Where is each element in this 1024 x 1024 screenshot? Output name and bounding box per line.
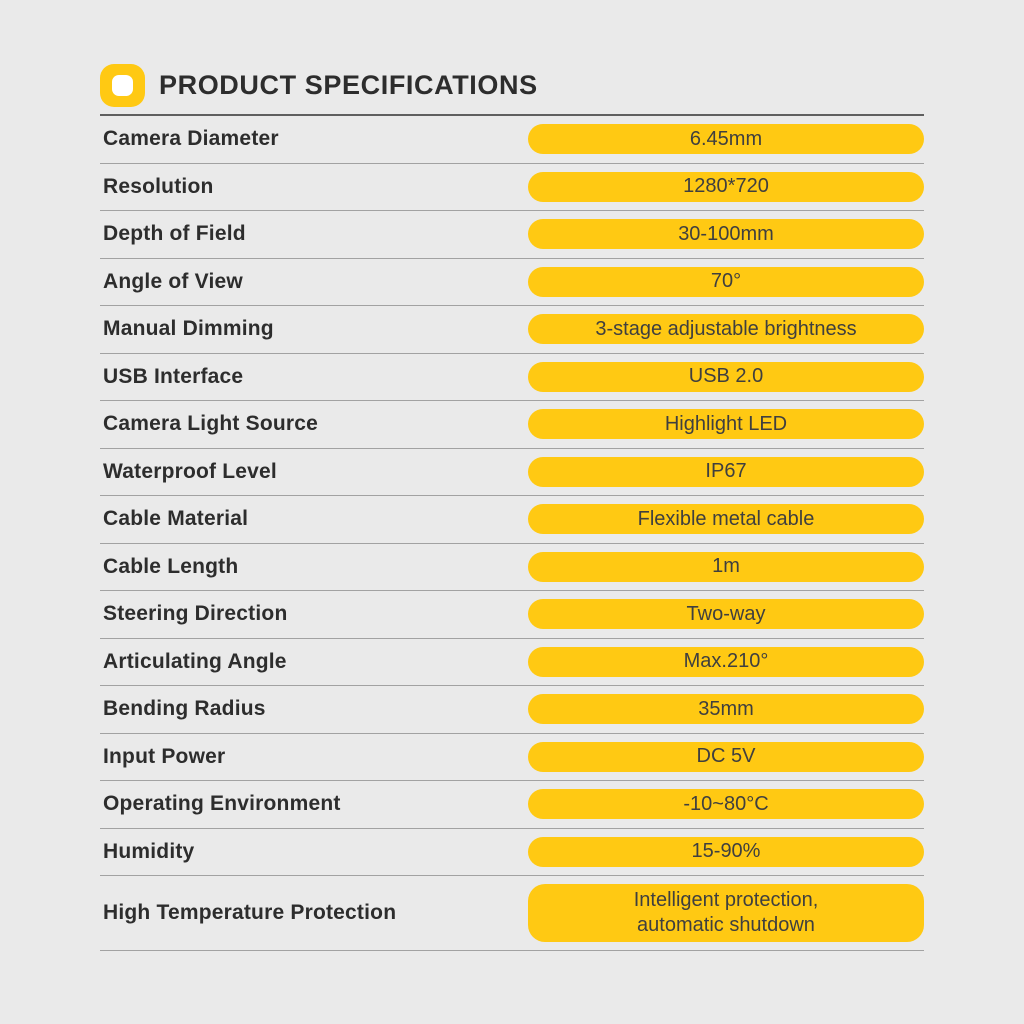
spec-value: 1m (712, 555, 740, 578)
table-row: Bending Radius 35mm (100, 686, 924, 734)
table-row: Articulating Angle Max.210° (100, 639, 924, 686)
spec-value-pill: 6.45mm (528, 124, 924, 155)
spec-label: Waterproof Level (103, 459, 277, 483)
spec-label: Input Power (103, 744, 226, 768)
table-row: Cable Material Flexible metal cable (100, 496, 924, 544)
spec-value-pill: 3-stage adjustable brightness (528, 314, 924, 345)
table-row: Waterproof Level IP67 (100, 449, 924, 496)
spec-label: Camera Diameter (103, 127, 279, 151)
spec-label: Resolution (103, 174, 214, 198)
spec-label: Depth of Field (103, 222, 246, 246)
spec-value-pill: USB 2.0 (528, 361, 924, 392)
spec-label: Humidity (103, 839, 195, 863)
spec-value-pill: Highlight LED (528, 409, 924, 440)
table-row: Resolution 1280*720 (100, 164, 924, 211)
page-title: PRODUCT SPECIFICATIONS (159, 70, 538, 100)
spec-label: Articulating Angle (103, 649, 287, 673)
spec-label: Cable Length (103, 554, 239, 578)
spec-label: Camera Light Source (103, 412, 319, 436)
spec-sheet: PRODUCT SPECIFICATIONS Camera Diameter 6… (100, 64, 924, 951)
spec-value-pill: Two-way (528, 599, 924, 630)
table-row: Input Power DC 5V (100, 734, 924, 781)
spec-value: 1280*720 (683, 175, 769, 198)
spec-value: Two-way (686, 602, 766, 625)
spec-label: Manual Dimming (103, 317, 274, 341)
spec-value: 70° (710, 270, 742, 293)
spec-value-pill: 1m (528, 551, 924, 582)
table-row: Steering Direction Two-way (100, 591, 924, 639)
spec-value-pill: 15-90% (528, 836, 924, 867)
spec-value-pill: 70° (528, 266, 924, 297)
spec-value-pill: Flexible metal cable (528, 504, 924, 535)
table-row: Humidity 15-90% (100, 829, 924, 876)
table-row: Camera Light Source Highlight LED (100, 401, 924, 449)
spec-value: IP67 (705, 460, 747, 483)
spec-value: Max.210° (683, 650, 769, 673)
spec-value: 35mm (698, 697, 754, 720)
spec-value-pill: IP67 (528, 456, 924, 487)
spec-value: Intelligent protection, automatic shutdo… (633, 889, 819, 936)
table-row: Depth of Field 30-100mm (100, 211, 924, 259)
spec-value-pill: 30-100mm (528, 219, 924, 250)
spec-value: Flexible metal cable (637, 507, 815, 530)
spec-label: Cable Material (103, 507, 249, 531)
spec-value-pill: -10~80°C (528, 789, 924, 820)
squircle-ring-icon (100, 64, 145, 107)
spec-label: USB Interface (103, 364, 244, 388)
spec-value-pill: 1280*720 (528, 171, 924, 202)
spec-value: 6.45mm (689, 127, 763, 150)
spec-value-pill: DC 5V (528, 741, 924, 772)
spec-value: Highlight LED (664, 412, 788, 435)
table-row: Camera Diameter 6.45mm (100, 116, 924, 164)
table-row: USB Interface USB 2.0 (100, 354, 924, 401)
spec-label: Steering Direction (103, 602, 288, 626)
table-row: Angle of View 70° (100, 259, 924, 306)
spec-label: Operating Environment (103, 792, 341, 816)
spec-label: High Temperature Protection (103, 901, 397, 924)
table-row: Operating Environment -10~80°C (100, 781, 924, 829)
spec-value-pill: Intelligent protection, automatic shutdo… (528, 884, 924, 942)
spec-sheet-header: PRODUCT SPECIFICATIONS (100, 64, 924, 116)
spec-value: 30-100mm (678, 222, 774, 245)
table-row: High Temperature Protection Intelligent … (100, 876, 924, 951)
spec-value: 3-stage adjustable brightness (595, 317, 857, 340)
table-row: Manual Dimming 3-stage adjustable bright… (100, 306, 924, 354)
spec-value-pill: 35mm (528, 694, 924, 725)
spec-value-pill: Max.210° (528, 646, 924, 677)
table-row: Cable Length 1m (100, 544, 924, 591)
spec-value: 15-90% (691, 840, 761, 863)
spec-table: Camera Diameter 6.45mm Resolution 1280*7… (100, 116, 924, 951)
spec-value: USB 2.0 (688, 365, 764, 388)
spec-label: Bending Radius (103, 697, 266, 721)
spec-value: -10~80°C (683, 792, 769, 815)
spec-label: Angle of View (103, 269, 243, 293)
spec-value: DC 5V (696, 745, 756, 768)
